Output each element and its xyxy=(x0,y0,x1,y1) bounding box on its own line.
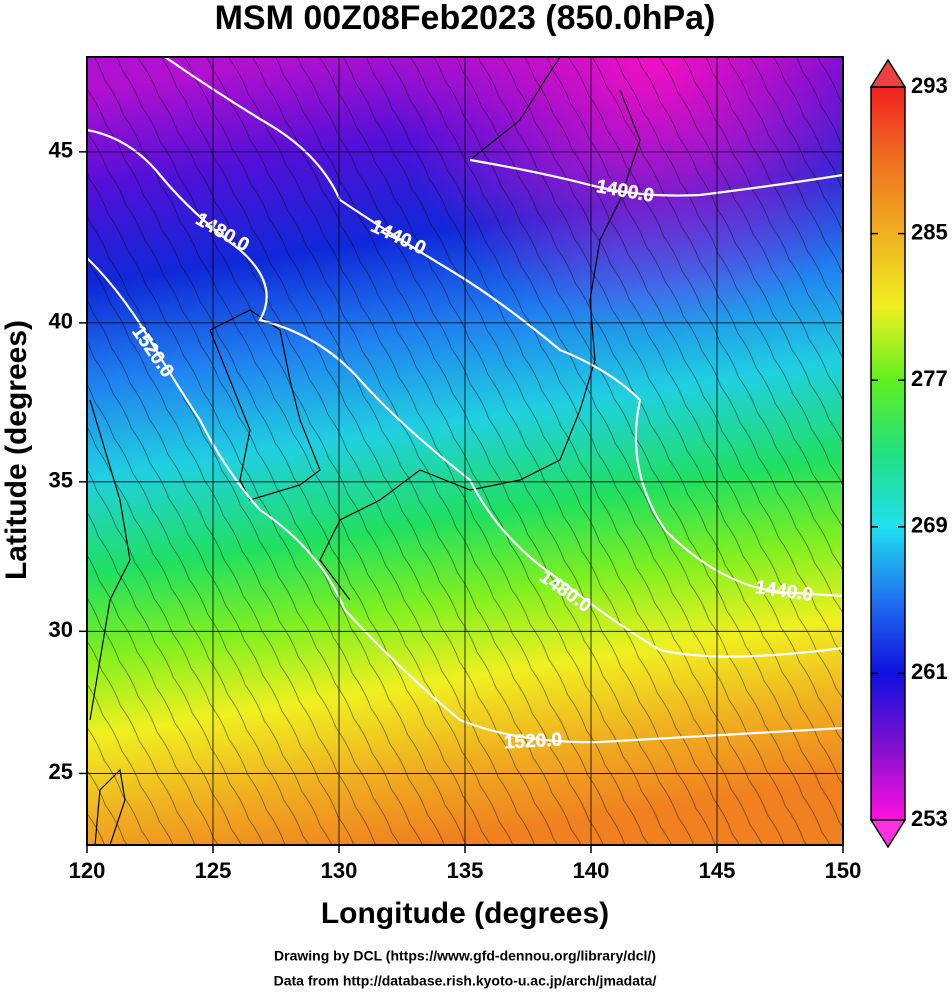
y-tick-label: 40 xyxy=(49,309,73,334)
x-tick-label: 130 xyxy=(321,858,358,883)
x-tick-label: 140 xyxy=(573,858,610,883)
x-tick-label: 145 xyxy=(699,858,736,883)
colorbar-tick-label: 261 xyxy=(911,659,948,684)
colorbar-tick-label: 269 xyxy=(911,513,948,538)
credit: Drawing by DCL (https://www.gfd-dennou.o… xyxy=(274,948,656,964)
x-tick-label: 150 xyxy=(825,858,862,883)
y-tick-label: 25 xyxy=(49,759,73,784)
colorbar-tick-label: 293 xyxy=(911,73,948,98)
title: MSM 00Z08Feb2023 (850.0hPa) xyxy=(215,0,716,37)
y-tick-label: 35 xyxy=(49,468,73,493)
colorbar xyxy=(869,58,907,849)
colorbar-tick-label: 285 xyxy=(911,219,948,244)
y-tick-label: 45 xyxy=(49,138,73,163)
y-tick-label: 30 xyxy=(49,617,73,642)
y-axis-label: Latitude (degrees) xyxy=(0,320,33,580)
credit: Data from http://database.rish.kyoto-u.a… xyxy=(274,973,657,989)
contour-label: 1520.0 xyxy=(503,730,562,754)
contour-lines xyxy=(87,57,843,744)
colorbar-tick-label: 253 xyxy=(911,806,948,831)
colorbar-tick-label: 277 xyxy=(911,366,948,391)
coastline xyxy=(89,57,641,845)
x-tick-label: 120 xyxy=(69,858,106,883)
x-axis-label: Longitude (degrees) xyxy=(321,897,609,930)
x-tick-label: 135 xyxy=(447,858,484,883)
x-tick-label: 125 xyxy=(195,858,232,883)
